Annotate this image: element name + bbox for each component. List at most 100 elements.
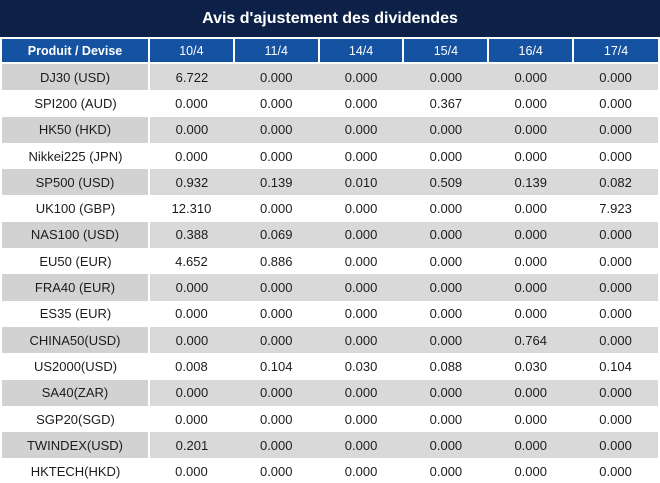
dividend-value: 0.000 [259, 148, 293, 164]
dividend-value: 0.000 [148, 379, 234, 406]
dividend-value: 0.104 [259, 358, 293, 374]
dividend-value: 0.000 [429, 306, 463, 322]
product-name: EU50 (EUR) [39, 253, 112, 269]
dividend-value: 0.000 [488, 379, 574, 406]
dividend-value: 0.367 [429, 95, 463, 111]
dividend-value: 0.000 [573, 221, 658, 249]
product-name: SPI200 (AUD) [34, 95, 117, 111]
table-row: SA40(ZAR) 0.000 0.000 0.000 0.000 0.000 0.000 [2, 379, 658, 406]
dividend-value: 0.000 [344, 464, 378, 480]
dividend-value: 6.722 [148, 63, 234, 91]
dividend-value: 0.000 [514, 411, 547, 427]
dividend-value: 0.030 [344, 358, 378, 374]
dividend-value: 0.000 [233, 274, 319, 301]
dividend-value: 0.010 [318, 169, 404, 196]
product-name: SA40(ZAR) [2, 379, 149, 406]
dividend-value: 0.388 [148, 221, 234, 249]
table-row: HKTECH(HKD) 0.000 0.000 0.000 0.000 0.000 0.00… [2, 458, 658, 483]
table-row: SPI200 (AUD) 0.000 0.000 0.000 0.367 0.000 0.0… [2, 90, 658, 116]
dividend-value: 0.000 [259, 411, 293, 427]
dividend-value: 0.000 [429, 464, 463, 480]
dividend-value: 0.201 [148, 432, 234, 459]
product-name: HK50 (HKD) [2, 116, 149, 143]
dividend-value: 0.000 [233, 379, 319, 406]
header-row: Produit / Devise 10/4 11/4 14/4 15/4 16/4 17/4 [2, 39, 658, 64]
dividend-value: 0.000 [599, 253, 632, 269]
dividend-value: 0.886 [259, 253, 293, 269]
dividend-value: 0.000 [148, 116, 234, 143]
product-name: SP500 (USD) [2, 169, 149, 196]
table-row: CHINA50(USD) 0.000 0.000 0.000 0.000 0.764 0.0… [2, 326, 658, 354]
dividend-value: 0.000 [259, 201, 293, 217]
dividend-value: 0.000 [514, 201, 547, 217]
header-date-col: 15/4 [402, 39, 489, 64]
dividend-value: 0.000 [344, 306, 378, 322]
table-row: US2000(USD) 0.008 0.104 0.030 0.088 0.030 0.10… [2, 353, 658, 379]
header-date-col: 14/4 [317, 39, 404, 64]
dividend-value: 0.000 [429, 411, 463, 427]
dividend-value: 0.764 [488, 326, 574, 354]
dividend-value: 0.000 [318, 432, 404, 459]
header-date-col: 17/4 [572, 39, 658, 64]
dividend-value: 0.000 [429, 253, 463, 269]
product-name: HKTECH(HKD) [30, 464, 121, 480]
table-row: SP500 (USD) 0.932 0.139 0.010 0.509 0.139 0.08… [2, 169, 658, 196]
dividend-value: 0.000 [148, 326, 234, 354]
dividend-value: 0.000 [514, 95, 547, 111]
dividend-value: 0.000 [514, 253, 547, 269]
product-name: CHINA50(USD) [2, 326, 149, 354]
dividend-value: 0.000 [259, 306, 293, 322]
dividend-value: 0.000 [175, 411, 208, 427]
dividend-value: 0.000 [403, 379, 489, 406]
dividend-value: 0.932 [148, 169, 234, 196]
dividend-value: 0.088 [429, 358, 463, 374]
table-row: TWINDEX(USD) 0.201 0.000 0.000 0.000 0.000 0.0… [2, 432, 658, 459]
dividend-value: 0.000 [344, 95, 378, 111]
dividend-value: 0.000 [429, 201, 463, 217]
dividend-value: 12.310 [171, 201, 212, 217]
dividend-value: 0.000 [344, 411, 378, 427]
table-row: SGP20(SGD) 0.000 0.000 0.000 0.000 0.000 0.000 [2, 406, 658, 432]
dividend-value: 0.000 [488, 432, 574, 459]
dividend-value: 0.082 [573, 169, 658, 196]
table-row: EU50 (EUR) 4.652 0.886 0.000 0.000 0.000 0.000 [2, 248, 658, 274]
dividend-value: 0.000 [233, 432, 319, 459]
dividend-value: 0.008 [175, 358, 208, 374]
dividend-value: 0.000 [175, 306, 208, 322]
dividend-value: 0.104 [599, 358, 632, 374]
dividend-value: 0.509 [403, 169, 489, 196]
dividend-value: 0.000 [599, 411, 632, 427]
table-row: DJ30 (USD) 6.722 0.000 0.000 0.000 0.000 0.000 [2, 63, 658, 91]
header-date-col: 11/4 [232, 39, 319, 64]
dividend-value: 7.923 [599, 201, 632, 217]
product-name: DJ30 (USD) [2, 63, 149, 91]
dividend-value: 0.139 [233, 169, 319, 196]
dividend-value: 0.000 [344, 201, 378, 217]
dividend-value: 0.000 [573, 379, 658, 406]
dividend-value: 0.000 [403, 326, 489, 354]
dividend-value: 0.000 [573, 326, 658, 354]
header-date-col: 10/4 [148, 39, 234, 64]
dividend-value: 0.000 [318, 116, 404, 143]
dividend-value: 4.652 [175, 253, 208, 269]
dividend-value: 0.000 [403, 432, 489, 459]
dividend-value: 0.000 [148, 274, 234, 301]
dividend-value: 0.000 [318, 379, 404, 406]
dividend-value: 0.000 [344, 253, 378, 269]
table-row: FRA40 (EUR) 0.000 0.000 0.000 0.000 0.000 0.00… [2, 274, 658, 301]
dividend-value: 0.000 [599, 148, 632, 164]
product-name: Nikkei225 (JPN) [28, 148, 123, 164]
dividend-value: 0.000 [403, 221, 489, 249]
table-row: ES35 (EUR) 0.000 0.000 0.000 0.000 0.000 0.000 [2, 301, 658, 327]
dividend-value: 0.000 [318, 221, 404, 249]
panel-title: Avis d'ajustement des dividendes [0, 0, 660, 37]
dividend-value: 0.000 [599, 95, 632, 111]
dividend-value: 0.000 [318, 274, 404, 301]
dividend-value: 0.000 [514, 464, 547, 480]
dividend-value: 0.000 [259, 464, 293, 480]
product-name: US2000(USD) [33, 358, 118, 374]
dividend-value: 0.000 [318, 63, 404, 91]
table-row: UK100 (GBP) 12.310 0.000 0.000 0.000 0.000 7.9… [2, 195, 658, 221]
product-name: SGP20(SGD) [36, 411, 115, 427]
dividend-value: 0.000 [573, 432, 658, 459]
